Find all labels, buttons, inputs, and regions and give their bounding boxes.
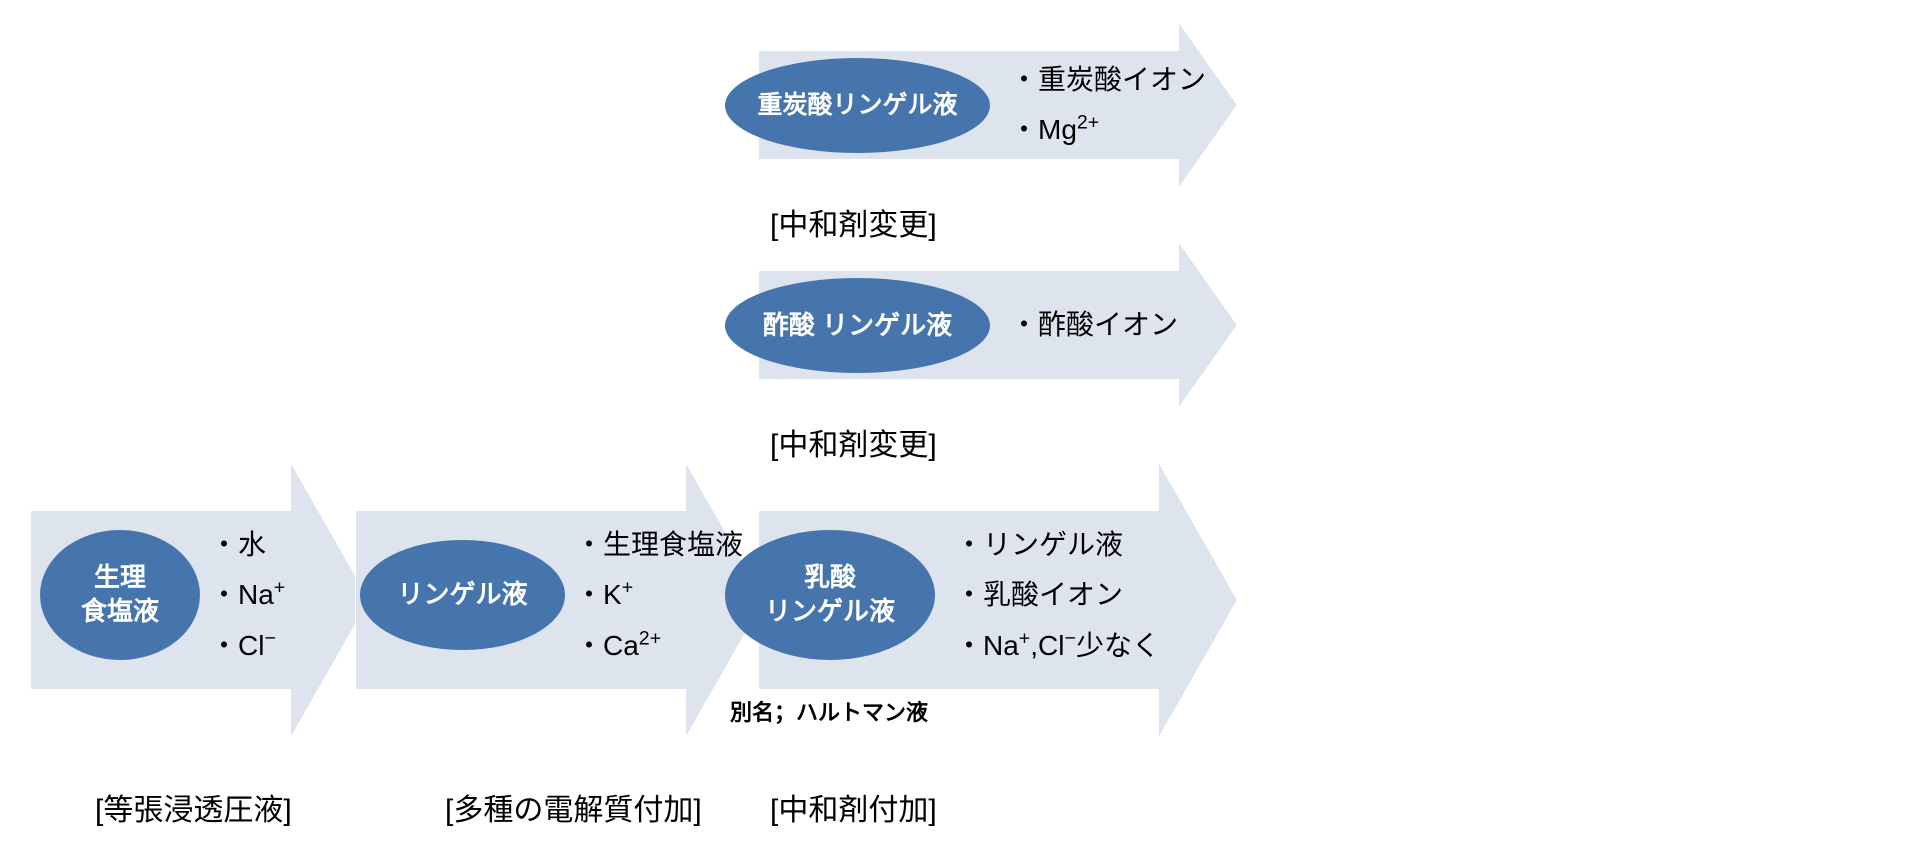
acetate-label: 酢酸 リンゲル液 — [763, 309, 952, 343]
lactate-aka: 別名；ハルトマン液 — [730, 695, 928, 727]
acetate-caption: [中和剤変更] — [770, 420, 937, 464]
bicarb-label: 重炭酸リンゲル液 — [757, 89, 957, 122]
saline-bullet-3: ・Cl− — [210, 621, 285, 671]
ringer-caption: [多種の電解質付加] — [445, 785, 702, 829]
acetate-bullet-1: ・酢酸イオン — [1010, 300, 1178, 350]
saline-label-1: 生理 — [81, 561, 159, 595]
bicarb-bullets: ・重炭酸イオン ・Mg2+ — [1010, 55, 1206, 156]
lactate-caption: [中和剤付加] — [770, 785, 937, 829]
saline-label-2: 食塩液 — [81, 595, 159, 629]
lactate-bullet-2: ・乳酸イオン — [955, 570, 1160, 620]
saline-bullet-1: ・水 — [210, 520, 285, 570]
ringer-ellipse: リンゲル液 — [360, 540, 565, 650]
saline-bullets: ・水 ・Na+ ・Cl− — [210, 520, 285, 671]
solution-evolution-flowchart: 生理 食塩液 ・水 ・Na+ ・Cl− [等張浸透圧液] リンゲル液 ・生理食塩… — [0, 0, 1911, 842]
bicarb-bullet-1: ・重炭酸イオン — [1010, 55, 1206, 105]
bicarb-ellipse: 重炭酸リンゲル液 — [725, 58, 990, 153]
acetate-bullets: ・酢酸イオン — [1010, 300, 1178, 350]
bicarb-bullet-2: ・Mg2+ — [1010, 105, 1206, 155]
ringer-bullet-1: ・生理食塩液 — [575, 520, 743, 570]
lactate-ellipse: 乳酸 リンゲル液 — [725, 530, 935, 660]
lactate-label-2: リンゲル液 — [765, 595, 895, 629]
ringer-bullet-3: ・Ca2+ — [575, 621, 743, 671]
lactate-bullet-1: ・リンゲル液 — [955, 520, 1160, 570]
ringer-bullets: ・生理食塩液 ・K+ ・Ca2+ — [575, 520, 743, 671]
ringer-label: リンゲル液 — [397, 578, 527, 612]
lactate-bullets: ・リンゲル液 ・乳酸イオン ・Na+,Cl−少なく — [955, 520, 1160, 671]
saline-caption: [等張浸透圧液] — [95, 785, 292, 829]
saline-ellipse: 生理 食塩液 — [40, 530, 200, 660]
lactate-bullet-3: ・Na+,Cl−少なく — [955, 621, 1160, 671]
lactate-label-1: 乳酸 — [765, 561, 895, 595]
bicarb-caption: [中和剤変更] — [770, 200, 937, 244]
acetate-ellipse: 酢酸 リンゲル液 — [725, 278, 990, 373]
ringer-bullet-2: ・K+ — [575, 570, 743, 620]
saline-bullet-2: ・Na+ — [210, 570, 285, 620]
